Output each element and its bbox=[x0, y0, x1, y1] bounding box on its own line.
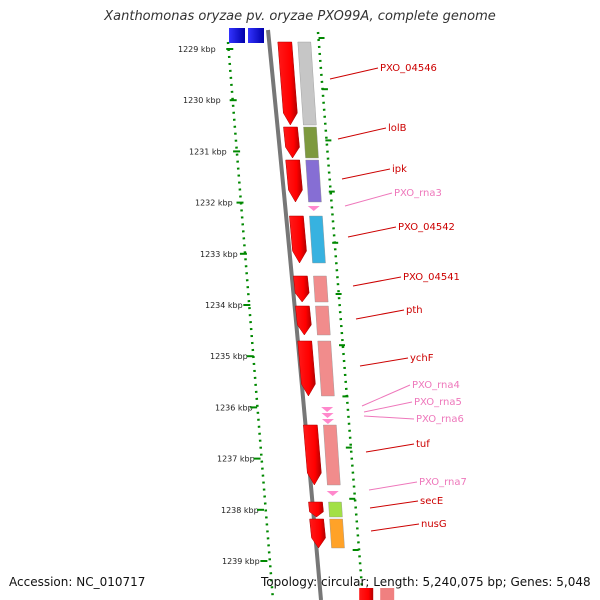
cog-bar-pth bbox=[315, 305, 331, 336]
rna-mark-pxo_rna4[interactable] bbox=[321, 407, 334, 412]
rna-mark-pxo_rna3[interactable] bbox=[307, 206, 320, 211]
cog-bar-tuf bbox=[323, 424, 341, 486]
kbp-tick-label: 1230 kbp bbox=[183, 96, 221, 105]
kbp-tick-label: 1233 kbp bbox=[200, 250, 238, 259]
kbp-tick-label: 1229 kbp bbox=[178, 45, 216, 54]
gene-arrow-pth[interactable] bbox=[295, 305, 312, 336]
label-lolb[interactable]: lolB bbox=[388, 123, 407, 134]
label-pxo_04546[interactable]: PXO_04546 bbox=[380, 63, 437, 74]
gene-arrows bbox=[277, 41, 395, 600]
leader-line-lolb bbox=[337, 127, 387, 140]
gene-arrow-ipk[interactable] bbox=[285, 159, 303, 203]
label-ychf[interactable]: ychF bbox=[410, 353, 434, 364]
cog-bar-lolb bbox=[303, 126, 319, 159]
kbp-tick-label: 1237 kbp bbox=[217, 455, 255, 464]
kbp-tick-label: 1235 kbp bbox=[210, 352, 248, 361]
gene-arrow-ychf[interactable] bbox=[297, 340, 316, 397]
gene-arrow-pxo_04546[interactable] bbox=[277, 41, 298, 126]
kbp-tick-label: 1232 kbp bbox=[195, 199, 233, 208]
cog-bar-nusg bbox=[329, 518, 345, 549]
top-blue-feature bbox=[248, 28, 264, 43]
backbone-line bbox=[266, 29, 323, 600]
label-sece[interactable]: secE bbox=[420, 496, 443, 507]
genome-backbone bbox=[229, 28, 323, 600]
label-tuf[interactable]: tuf bbox=[416, 439, 430, 450]
label-pth[interactable]: pth bbox=[406, 305, 423, 316]
gene-arrow-sece[interactable] bbox=[308, 501, 324, 518]
kbp-tick-label: 1236 kbp bbox=[215, 403, 253, 412]
leader-line-pxo_rna6 bbox=[363, 415, 415, 420]
gene-arrow-pxo_04542[interactable] bbox=[289, 215, 307, 264]
topology-text: Topology: circular; Length: 5,240,075 bp… bbox=[261, 575, 591, 589]
leader-line-pxo_04546 bbox=[329, 67, 379, 80]
label-ipk[interactable]: ipk bbox=[392, 164, 407, 175]
gene-arrow-nusg[interactable] bbox=[309, 518, 326, 549]
rna-mark-pxo_rna7[interactable] bbox=[326, 491, 339, 496]
bottom-cog-bar bbox=[380, 588, 395, 600]
leader-line-pxo_rna4 bbox=[361, 384, 411, 407]
kbp-tick-label: 1239 kbp bbox=[222, 557, 260, 566]
cog-bar-pxo_04546 bbox=[297, 41, 317, 126]
cog-bar-ychf bbox=[317, 340, 335, 397]
label-pxo_rna6[interactable]: PXO_rna6 bbox=[416, 414, 464, 425]
leader-line-pxo_04542 bbox=[347, 226, 397, 238]
cog-bar-pxo_04542 bbox=[309, 215, 326, 264]
rna-mark-pxo_rna5[interactable] bbox=[321, 413, 334, 418]
gene-arrow-lolb[interactable] bbox=[283, 126, 300, 159]
label-pxo_04541[interactable]: PXO_04541 bbox=[403, 272, 460, 283]
left-dotted-line bbox=[226, 41, 275, 600]
label-pxo_rna3[interactable]: PXO_rna3 bbox=[394, 188, 442, 199]
bottom-gene-arrow bbox=[359, 588, 374, 600]
cog-bar-pxo_04541 bbox=[313, 275, 329, 303]
leader-line-pxo_rna5 bbox=[363, 401, 413, 413]
accession-text: Accession: NC_010717 bbox=[9, 575, 146, 589]
label-pxo_rna5[interactable]: PXO_rna5 bbox=[414, 397, 462, 408]
leader-line-pxo_rna7 bbox=[368, 481, 418, 491]
leader-line-tuf bbox=[365, 443, 415, 453]
label-pxo_04542[interactable]: PXO_04542 bbox=[398, 222, 455, 233]
leader-line-ychf bbox=[359, 357, 409, 367]
kbp-scale: 1229 kbp 1230 kbp 1231 kbp 1232 kbp 1233 kbp… bbox=[178, 37, 359, 566]
leader-line-ipk bbox=[341, 168, 391, 180]
leader-line-pxo_rna3 bbox=[344, 192, 393, 207]
rna-mark-pxo_rna6[interactable] bbox=[321, 419, 334, 424]
label-nusg[interactable]: nusG bbox=[421, 519, 447, 530]
leader-line-sece bbox=[369, 500, 419, 509]
cog-category-bars bbox=[297, 41, 345, 549]
leader-line-pxo_04541 bbox=[352, 276, 402, 287]
kbp-tick-label: 1238 kbp bbox=[221, 506, 259, 515]
label-pxo_rna4[interactable]: PXO_rna4 bbox=[412, 380, 460, 391]
label-pxo_rna7[interactable]: PXO_rna7 bbox=[419, 477, 467, 488]
leader-line-nusg bbox=[370, 523, 420, 532]
kbp-tick-label: 1231 kbp bbox=[189, 147, 227, 156]
top-blue-feature bbox=[229, 28, 245, 43]
feature-labels: PXO_04546 lolB ipk PXO_rna3 PXO_04542 PXO_045… bbox=[329, 63, 467, 532]
map-title: Xanthomonas oryzae pv. oryzae PXO99A, co… bbox=[104, 9, 496, 24]
kbp-tick-label: 1234 kbp bbox=[205, 301, 243, 310]
gene-arrow-tuf[interactable] bbox=[303, 424, 322, 486]
leader-line-pth bbox=[355, 309, 405, 320]
cog-bar-sece bbox=[328, 501, 343, 518]
gene-arrow-pxo_04541[interactable] bbox=[293, 275, 310, 303]
cog-bar-ipk bbox=[305, 159, 322, 203]
